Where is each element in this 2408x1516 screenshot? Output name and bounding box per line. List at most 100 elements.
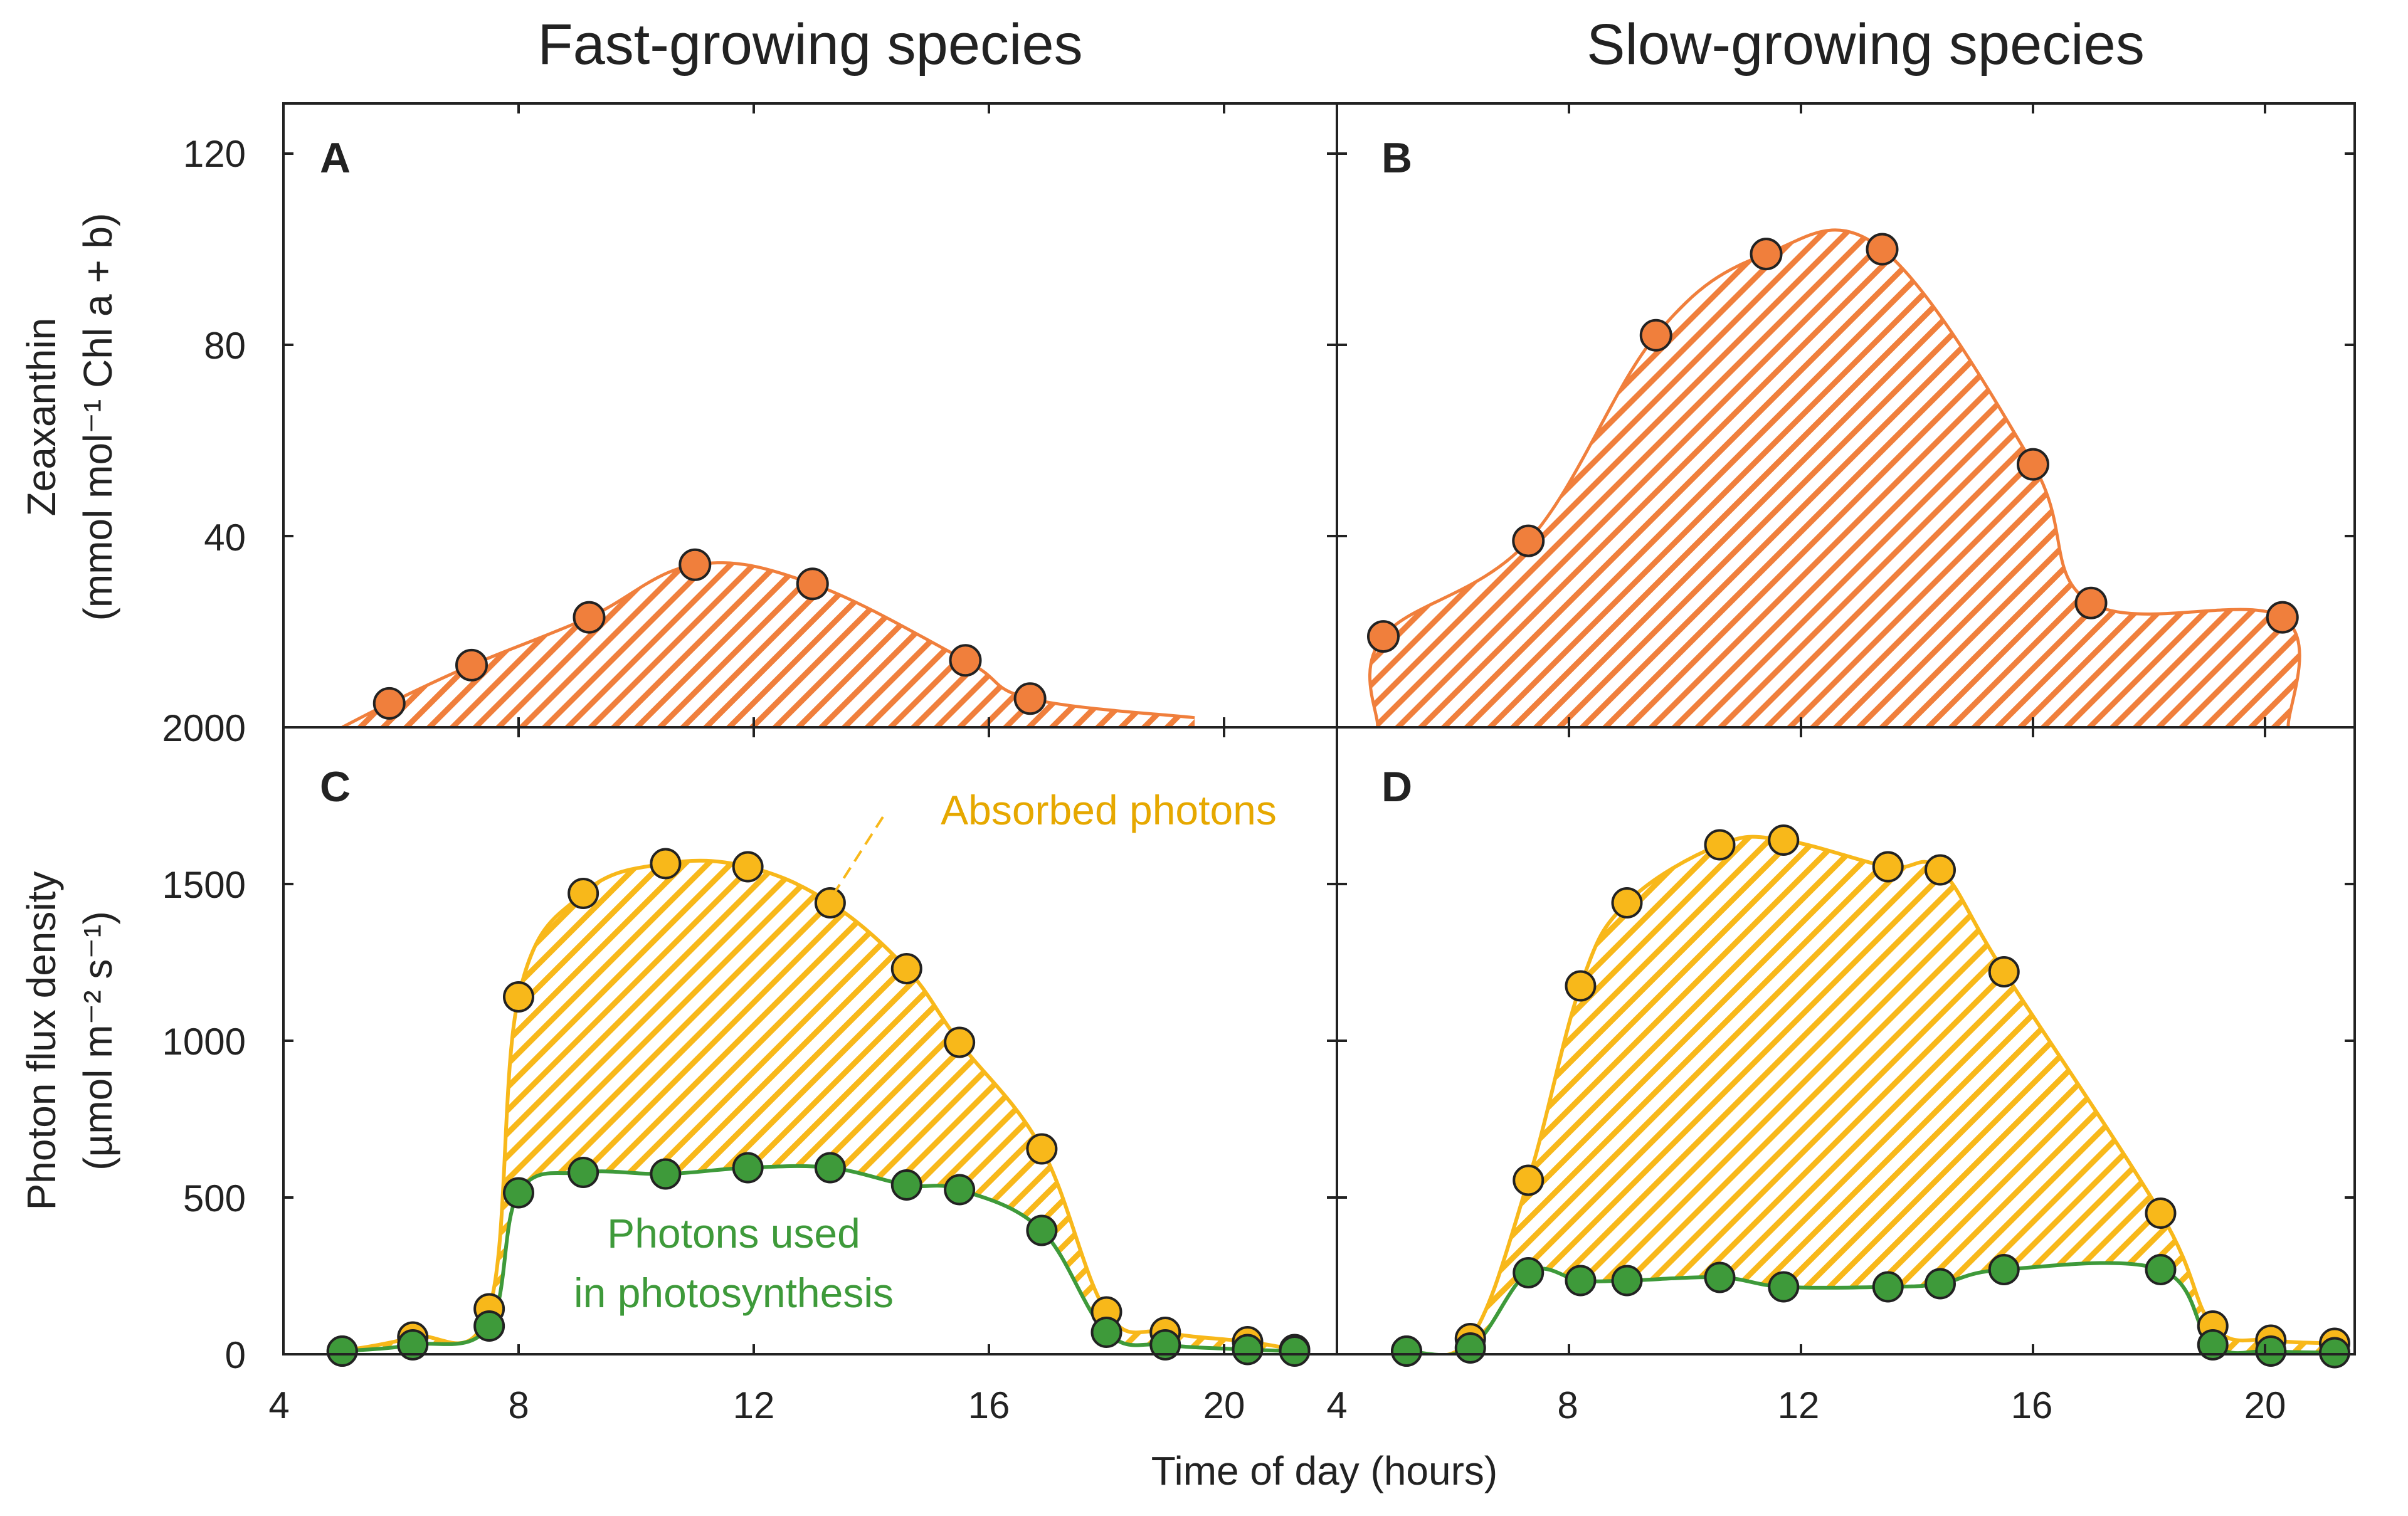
top-y-tick-label: 40	[204, 517, 246, 559]
panel-b-plot	[1368, 228, 2301, 727]
photons-used-point	[650, 1158, 682, 1190]
photons-used-point	[2319, 1337, 2350, 1369]
bottom-y-axis-title-line1: Photon flux density	[19, 871, 64, 1211]
photons-used-point	[814, 1152, 846, 1184]
zeaxanthin-point	[1013, 682, 1047, 715]
zeaxanthin-point	[455, 648, 488, 682]
absorbed-photons-point	[1513, 1164, 1545, 1196]
annotation-photons-used-line2: in photosynthesis	[574, 1270, 894, 1316]
absorbed-photons-point	[732, 851, 764, 883]
absorbed-photons-point	[890, 953, 922, 984]
top-y-tick-label: 120	[183, 133, 246, 175]
panel-a-markers	[372, 548, 1047, 720]
absorbed-photons-point	[1988, 956, 2020, 987]
zeaxanthin-line	[1368, 228, 2301, 727]
photons-used-point	[397, 1329, 429, 1361]
x-tick-label: 16	[2011, 1384, 2053, 1426]
column-title-left: Fast-growing species	[537, 13, 1082, 76]
x-tick-label: 4	[268, 1384, 289, 1426]
panel-a-plot	[341, 561, 1195, 727]
photons-used-point	[568, 1157, 599, 1188]
photons-used-point	[1988, 1254, 2020, 1285]
zeaxanthin-point	[679, 548, 712, 581]
absorbed-photons-point	[650, 848, 682, 880]
photons-used-point	[2145, 1254, 2177, 1285]
absorbed-photons-point	[1565, 970, 1597, 1002]
x-tick-label: 16	[968, 1384, 1010, 1426]
bottom-y-tick-label: 1000	[162, 1021, 246, 1063]
x-tick-label: 20	[1203, 1384, 1245, 1426]
zeaxanthin-point	[573, 601, 606, 634]
absorbed-photons-point	[1872, 851, 1904, 883]
photons-used-point	[1391, 1335, 1422, 1367]
zeaxanthin-point	[1512, 524, 1545, 557]
absorbed-photons-point	[568, 878, 599, 909]
x-tick-label: 12	[733, 1384, 775, 1426]
annotation-absorbed-photons: Absorbed photons	[941, 787, 1277, 833]
absorbed-photons-point	[1611, 887, 1643, 919]
panel-d-markers	[1391, 824, 2350, 1369]
photons-used-point	[1090, 1317, 1122, 1348]
photons-used-point	[1768, 1271, 1800, 1303]
photons-used-point	[732, 1152, 764, 1184]
photons-used-point	[2255, 1335, 2287, 1367]
x-tick-label: 8	[1557, 1384, 1578, 1426]
zeaxanthin-point	[949, 644, 982, 677]
panel-letter-a: A	[320, 134, 351, 182]
photons-used-point	[2197, 1329, 2229, 1361]
top-y-axis-title-line2: (mmol mol⁻¹ Chl a + b)	[75, 213, 120, 621]
bottom-y-tick-label: 500	[183, 1177, 246, 1219]
panel-letter-c: C	[320, 763, 351, 811]
absorbed-annotation-leader	[833, 816, 884, 895]
zeaxanthin-point	[1750, 238, 1783, 271]
photons-used-point	[326, 1335, 358, 1367]
zeaxanthin-point	[2074, 586, 2108, 619]
absorbed-photons-point	[1768, 824, 1800, 856]
top-y-axis-title-line1: Zeaxanthin	[19, 318, 64, 517]
absorbed-photons-point	[814, 887, 846, 919]
photons-used-point	[1513, 1257, 1545, 1288]
absorbed-photons-point	[503, 981, 534, 1013]
photons-used-point	[1704, 1261, 1736, 1293]
x-tick-label: 4	[1326, 1384, 1347, 1426]
absorbed-photons-point	[2145, 1198, 2177, 1229]
panel-letter-d: D	[1381, 763, 1412, 811]
zeaxanthin-point	[2017, 448, 2049, 481]
photons-used-point	[503, 1177, 534, 1209]
photons-used-point	[890, 1169, 922, 1201]
zeaxanthin-point	[796, 567, 829, 601]
zeaxanthin-area	[1370, 229, 2300, 727]
panel-b-markers	[1367, 233, 2299, 653]
photons-used-point	[1565, 1265, 1597, 1297]
bottom-y-tick-label: 1500	[162, 864, 246, 906]
absorbed-photons-point	[1026, 1133, 1058, 1165]
axis-ticks	[282, 103, 2355, 1355]
x-axis-title: Time of day (hours)	[1151, 1448, 1497, 1493]
photons-used-point	[473, 1310, 505, 1342]
bottom-y-axis-title-line2: (µmol m⁻² s⁻¹)	[75, 911, 120, 1171]
zeaxanthin-area	[342, 562, 1195, 727]
zeaxanthin-point	[1367, 620, 1400, 653]
top-y-tick-label: 2000	[162, 707, 246, 749]
zeaxanthin-point	[1639, 318, 1672, 352]
photons-used-point	[944, 1174, 976, 1206]
x-tick-label: 8	[508, 1384, 529, 1426]
panel-c-markers	[326, 848, 1311, 1367]
photons-used-point	[1611, 1265, 1643, 1297]
bottom-y-tick-label: 0	[225, 1334, 246, 1376]
panel-d-plot	[1406, 834, 2335, 1354]
x-tick-label: 12	[1778, 1384, 1820, 1426]
top-y-tick-label: 80	[204, 325, 246, 367]
photons-used-point	[1279, 1335, 1311, 1367]
photons-used-point	[1149, 1329, 1181, 1361]
photons-used-point	[1026, 1214, 1058, 1246]
annotation-photons-used-line1: Photons used	[607, 1210, 860, 1256]
photons-used-point	[1232, 1334, 1264, 1366]
absorbed-photons-point	[944, 1026, 976, 1058]
absorbed-photons-point	[1925, 854, 1956, 886]
zeaxanthin-point	[1866, 233, 1899, 266]
absorbed-photons-point	[1704, 829, 1736, 861]
photons-used-point	[1925, 1268, 1956, 1300]
photons-used-point	[1872, 1271, 1904, 1303]
